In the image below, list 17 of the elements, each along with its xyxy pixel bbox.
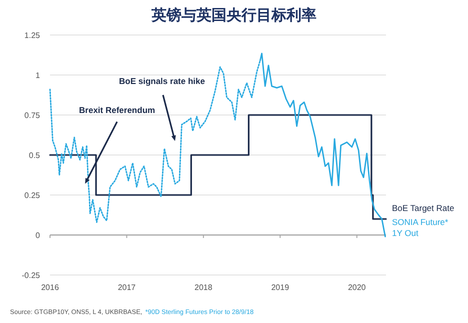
y-tick-label: 0.25 <box>24 191 41 200</box>
y-tick-label: 1.25 <box>24 31 41 40</box>
annotation: Brexit Referendum <box>79 104 156 115</box>
x-tick-label: 2018 <box>194 283 213 292</box>
y-tick-label: 1 <box>36 71 41 80</box>
y-tick-label: 0.5 <box>28 151 41 160</box>
x-tick-label: 2016 <box>41 283 60 292</box>
annotation: BoE signals rate hike <box>119 76 206 86</box>
y-tick-label: 0.75 <box>24 111 41 120</box>
y-tick-label: 0 <box>36 231 41 240</box>
x-tick-label: 2017 <box>118 283 136 292</box>
chart-title: 英镑与英国央行目标利率 <box>150 6 316 24</box>
series-label: BoE Target Rate <box>392 203 454 213</box>
x-tick-label: 2019 <box>271 283 290 292</box>
y-tick-label: -0.25 <box>22 271 41 280</box>
x-tick-label: 2020 <box>348 283 366 292</box>
series-label: SONIA Future* 1Y Out <box>392 217 449 238</box>
